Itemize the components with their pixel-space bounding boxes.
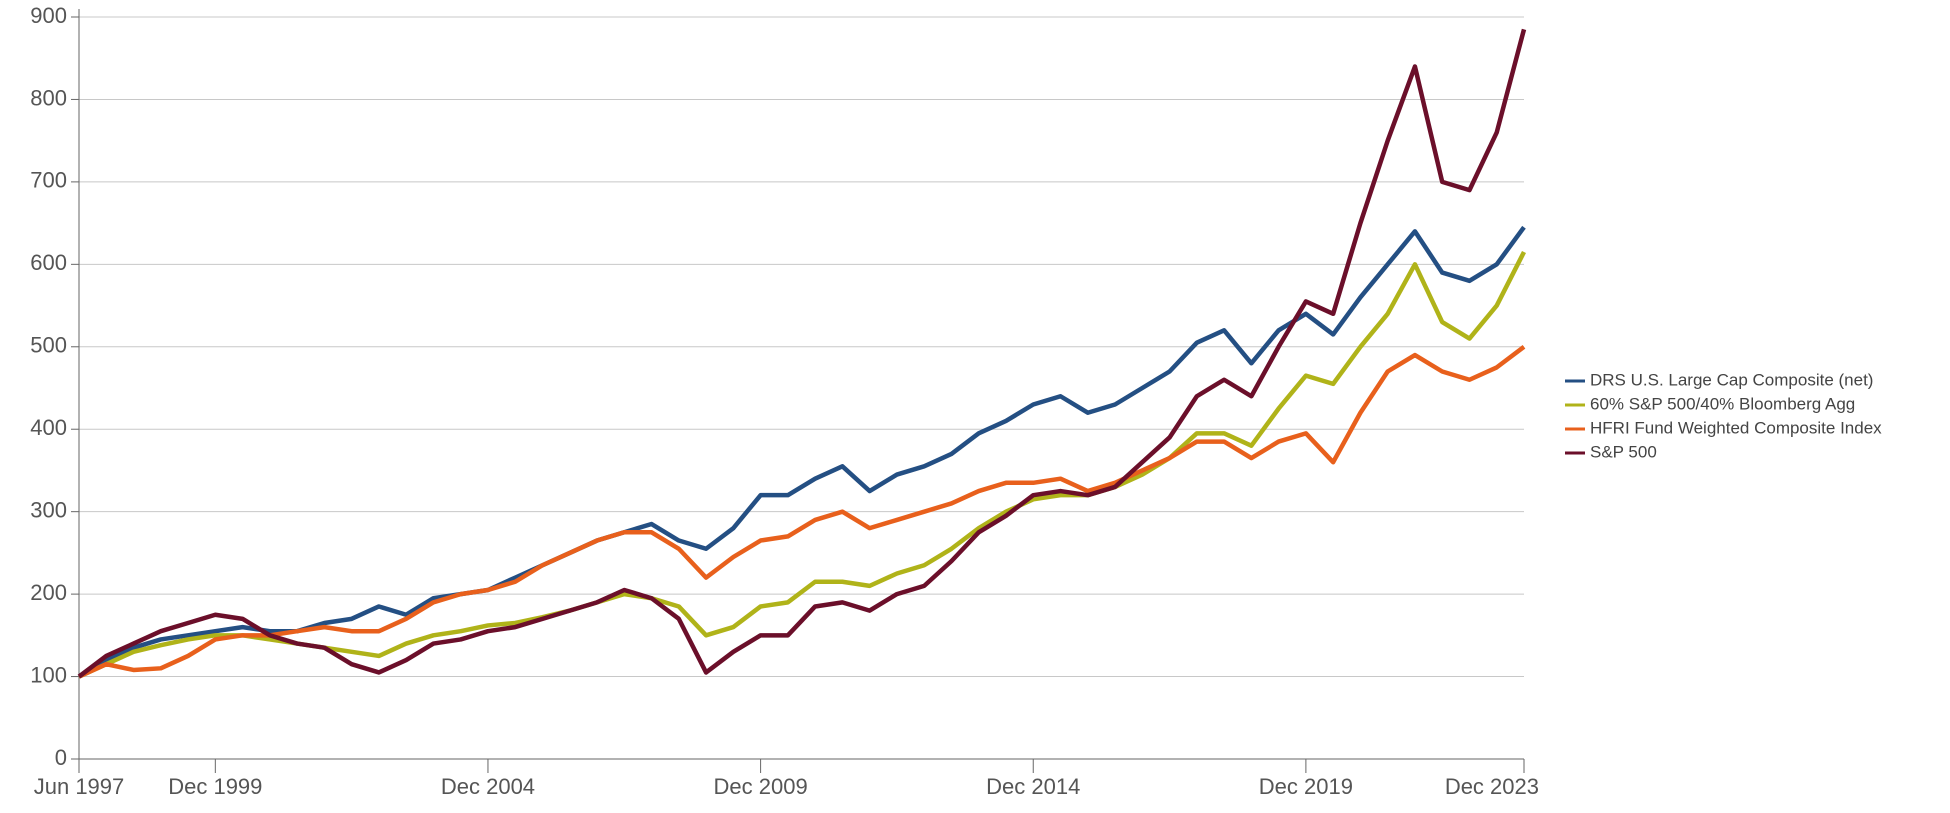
y-tick-label: 300 xyxy=(30,497,67,522)
legend-label: HFRI Fund Weighted Composite Index xyxy=(1590,418,1882,437)
legend-label: 60% S&P 500/40% Bloomberg Agg xyxy=(1590,394,1855,413)
y-tick-label: 700 xyxy=(30,168,67,193)
y-tick-label: 800 xyxy=(30,85,67,110)
line-series xyxy=(77,28,1527,679)
y-tick-label: 100 xyxy=(30,662,67,687)
x-tick-label: Dec 2009 xyxy=(714,774,808,799)
x-tick-label: Dec 1999 xyxy=(168,774,262,799)
x-tick-label: Dec 2004 xyxy=(441,774,535,799)
y-tick-label: 900 xyxy=(30,3,67,28)
y-tick-label: 600 xyxy=(30,250,67,275)
x-tick-label: Dec 2014 xyxy=(986,774,1080,799)
x-tick-label: Jun 1997 xyxy=(34,774,125,799)
y-tick-label: 400 xyxy=(30,415,67,440)
y-tick-label: 0 xyxy=(55,745,67,770)
line-series xyxy=(77,225,1526,679)
x-tick-label: Dec 2023 xyxy=(1445,774,1539,799)
legend-label: DRS U.S. Large Cap Composite (net) xyxy=(1590,370,1873,389)
legend-label: S&P 500 xyxy=(1590,442,1657,461)
y-tick-label: 200 xyxy=(30,580,67,605)
y-tick-label: 500 xyxy=(30,333,67,358)
line-series xyxy=(78,344,1526,679)
x-tick-label: Dec 2019 xyxy=(1259,774,1353,799)
